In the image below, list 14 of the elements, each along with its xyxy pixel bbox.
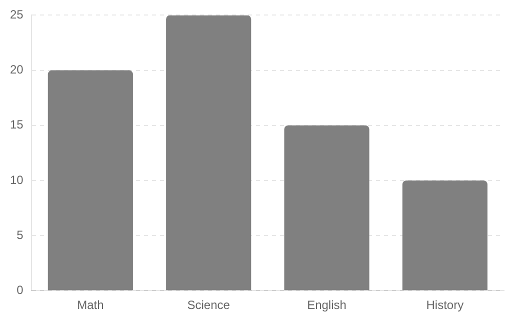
y-tick-label: 20 [10,62,24,77]
y-tick-label: 0 [16,282,24,297]
x-tick-label: English [307,298,346,312]
y-tick-label: 5 [16,228,24,242]
x-tick-label: Math [77,298,104,312]
y-tick-label: 15 [10,118,24,132]
x-tick-label: History [426,298,464,312]
bar [48,70,133,290]
bar [284,125,370,290]
y-tick-label: 10 [10,172,24,187]
y-tick-label: 25 [10,8,24,22]
x-tick-label: Science [187,298,230,312]
bar [402,180,488,290]
bar [166,15,252,290]
